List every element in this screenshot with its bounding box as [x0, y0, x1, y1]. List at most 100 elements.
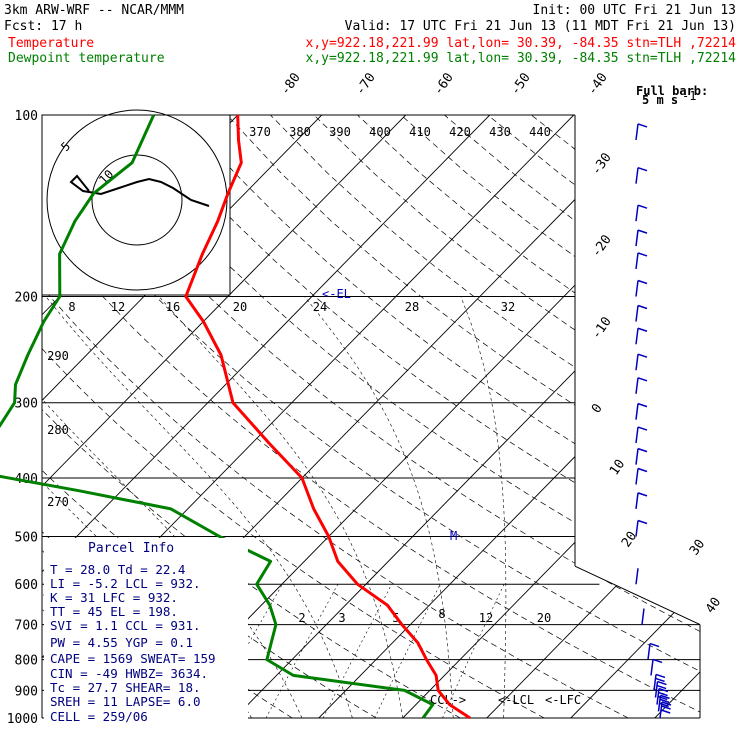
- wind-barb: [635, 448, 639, 465]
- init-time: Init: 00 UTC Fri 21 Jun 13: [533, 3, 737, 18]
- wind-barb-flag: [660, 709, 671, 714]
- wind-barb: [635, 167, 639, 184]
- parcel-info-title: Parcel Info: [88, 541, 174, 556]
- mixing-ratio-line: [442, 584, 505, 718]
- wind-barb: [635, 205, 639, 222]
- parcel-row: CIN = -49 HWBZ= 3634.: [50, 666, 208, 681]
- wind-barb-flag: [657, 680, 667, 686]
- wind-barb: [635, 252, 639, 270]
- wind-barbs: [635, 123, 672, 719]
- isotherm-line: [42, 115, 491, 718]
- wind-barb-flag: [637, 123, 648, 128]
- mixing-ratio-low-label: 8: [438, 607, 445, 621]
- wind-barb-flag: [658, 691, 668, 697]
- hodograph: 510: [41, 109, 231, 296]
- isotherm-label: -60: [431, 70, 457, 98]
- theta-e-label: 400: [369, 125, 391, 139]
- mixing-ratio-low-label: 20: [537, 611, 551, 625]
- dry-adiabat-label: 280: [47, 423, 69, 437]
- dry-adiabat-line: [357, 115, 700, 718]
- wind-barb: [635, 568, 639, 585]
- mixing-ratio-label: 8: [68, 300, 75, 314]
- plot-right-border: [574, 565, 701, 626]
- ccl-marker: CCL->: [430, 693, 466, 707]
- moist-adiabat-line: [158, 296, 404, 718]
- full-barb-legend: Full barb:: [636, 84, 708, 98]
- isotherm-line: [570, 115, 700, 718]
- isotherm-label: -70: [353, 70, 379, 98]
- dry-adiabat-line: [270, 115, 700, 718]
- m-marker: M: [450, 529, 457, 543]
- isotherm-line: [234, 115, 700, 718]
- wind-barb-flag: [637, 304, 648, 310]
- wind-barb: [657, 695, 662, 712]
- parcel-row: Tc = 27.7 SHEAR= 18.: [50, 680, 201, 695]
- dry-adiabat-label: 270: [47, 495, 69, 509]
- wind-barb: [635, 492, 639, 509]
- wind-barb-flag: [661, 701, 672, 706]
- wind-barb-flag: [637, 426, 648, 431]
- dry-adiabat-line: [42, 115, 377, 718]
- wind-barb: [635, 280, 639, 297]
- dry-adiabat-line: [313, 115, 700, 718]
- wind-barb: [656, 688, 660, 705]
- pressure-tick-label: 600: [15, 578, 38, 593]
- wind-barb: [635, 123, 639, 141]
- wind-barb: [635, 354, 639, 371]
- theta-e-label: 440: [529, 125, 551, 139]
- parcel-row: CELL = 259/06: [50, 709, 148, 724]
- mixing-ratio-label: 28: [405, 300, 419, 314]
- dewpoint-location: x,y=922.18,221.99 lat,lon= 30.39, -84.35…: [306, 51, 737, 66]
- hodograph-frame: [41, 114, 231, 296]
- isotherm-label: 10: [607, 457, 628, 478]
- mixing-ratio-low-label: 2: [298, 611, 305, 625]
- wind-barb-flag: [655, 673, 666, 679]
- temperature-location: x,y=922.18,221.99 lat,lon= 30.39, -84.35…: [306, 36, 737, 51]
- isotherm-line: [486, 115, 700, 718]
- wind-barb: [635, 328, 639, 345]
- isotherm-label: 20: [619, 529, 640, 550]
- wind-barb: [654, 681, 659, 698]
- isotherm-label: -10: [589, 314, 615, 342]
- full-barb-units: 5 m s: [642, 93, 678, 107]
- wind-barb: [641, 608, 645, 625]
- pressure-tick-label: 900: [15, 684, 38, 699]
- isotherm-label: -40: [585, 70, 611, 98]
- dry-adiabat-line: [42, 115, 545, 718]
- isotherm-label: 0: [589, 401, 606, 416]
- theta-e-label: 420: [449, 125, 471, 139]
- wind-barb-flag: [637, 492, 648, 497]
- mixing-ratio-low-label: 12: [479, 611, 493, 625]
- dry-adiabat-line: [42, 115, 700, 718]
- dry-adiabat-label: 290: [47, 349, 69, 363]
- parcel-row: TT = 45 EL = 198.: [50, 604, 178, 619]
- wind-barb-flag: [649, 642, 660, 648]
- isotherm-label: -80: [278, 70, 304, 98]
- wind-barb-flag: [658, 687, 669, 693]
- dry-adiabat-line: [400, 115, 700, 718]
- mixing-ratio-label: 20: [233, 300, 247, 314]
- wind-barb-flag: [655, 677, 665, 683]
- wind-barb: [659, 701, 663, 719]
- temperature-line: [184, 114, 471, 720]
- mixing-ratio-line: [265, 584, 339, 718]
- isotherm-line: [654, 115, 700, 718]
- mixing-ratio-line: [322, 584, 392, 718]
- sounding-profiles: [0, 114, 471, 720]
- wind-barb-flag: [659, 698, 670, 704]
- parcel-row: SREH = 11 LAPSE= 6.0: [50, 694, 201, 709]
- wind-barb-flag: [637, 279, 648, 285]
- wind-barb: [635, 468, 639, 485]
- wind-barb-flag: [637, 252, 648, 257]
- mixing-ratio-label: 16: [166, 300, 180, 314]
- el-marker: <-EL: [322, 287, 351, 301]
- pressure-tick-label: 500: [15, 530, 38, 545]
- parcel-info-box: Parcel Info T = 28.0 Td = 22.4 LI = -5.2…: [44, 538, 248, 728]
- dry-adiabat-line: [487, 115, 700, 718]
- parcel-row: SVI = 1.1 CCL = 931.: [50, 618, 201, 633]
- wind-barb-flag: [637, 377, 648, 382]
- moist-adiabat-line: [460, 296, 507, 718]
- isotherm-line: [318, 115, 700, 718]
- theta-e-label: 430: [489, 125, 511, 139]
